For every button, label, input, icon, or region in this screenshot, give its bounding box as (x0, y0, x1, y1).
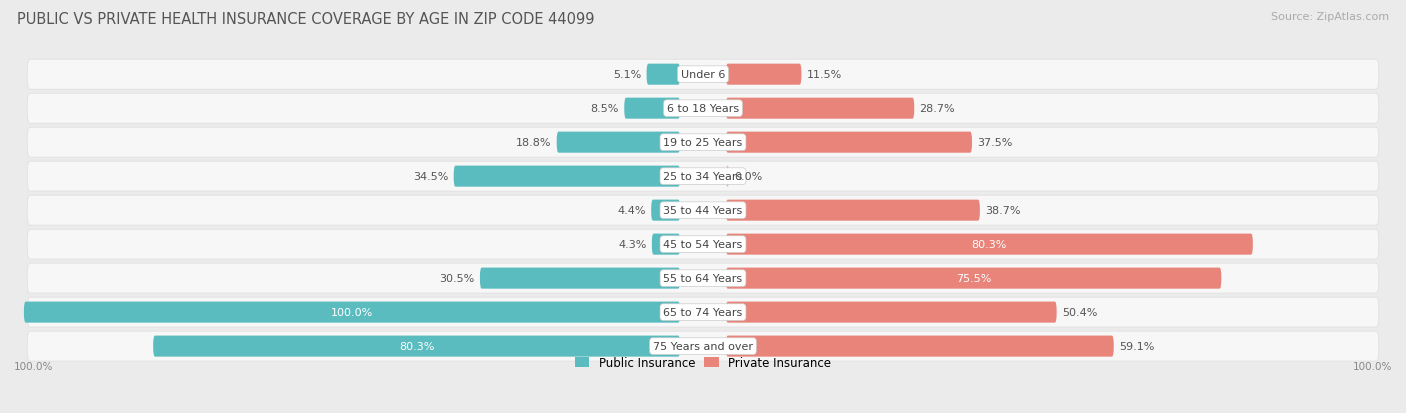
Text: 65 to 74 Years: 65 to 74 Years (664, 307, 742, 317)
FancyBboxPatch shape (725, 336, 1114, 357)
Text: 25 to 34 Years: 25 to 34 Years (664, 172, 742, 182)
FancyBboxPatch shape (27, 162, 1379, 192)
Text: 37.5%: 37.5% (977, 138, 1012, 148)
Text: 5.1%: 5.1% (613, 70, 641, 80)
FancyBboxPatch shape (27, 230, 1379, 259)
Text: 28.7%: 28.7% (920, 104, 955, 114)
Text: 55 to 64 Years: 55 to 64 Years (664, 273, 742, 283)
FancyBboxPatch shape (27, 128, 1379, 158)
Text: 0.0%: 0.0% (734, 172, 762, 182)
FancyBboxPatch shape (725, 64, 801, 85)
FancyBboxPatch shape (24, 302, 681, 323)
FancyBboxPatch shape (27, 297, 1379, 327)
Text: 34.5%: 34.5% (413, 172, 449, 182)
FancyBboxPatch shape (725, 98, 914, 119)
FancyBboxPatch shape (27, 60, 1379, 90)
Text: 4.4%: 4.4% (617, 206, 645, 216)
FancyBboxPatch shape (725, 166, 730, 187)
Text: PUBLIC VS PRIVATE HEALTH INSURANCE COVERAGE BY AGE IN ZIP CODE 44099: PUBLIC VS PRIVATE HEALTH INSURANCE COVER… (17, 12, 595, 27)
FancyBboxPatch shape (153, 336, 681, 357)
Text: 8.5%: 8.5% (591, 104, 619, 114)
FancyBboxPatch shape (652, 234, 681, 255)
Text: 30.5%: 30.5% (440, 273, 475, 283)
Text: 75 Years and over: 75 Years and over (652, 341, 754, 351)
FancyBboxPatch shape (725, 302, 1057, 323)
FancyBboxPatch shape (725, 200, 980, 221)
FancyBboxPatch shape (27, 331, 1379, 361)
Text: 100.0%: 100.0% (14, 361, 53, 371)
Text: 19 to 25 Years: 19 to 25 Years (664, 138, 742, 148)
Text: 11.5%: 11.5% (807, 70, 842, 80)
Text: 4.3%: 4.3% (619, 240, 647, 249)
Text: 50.4%: 50.4% (1062, 307, 1097, 317)
FancyBboxPatch shape (647, 64, 681, 85)
Text: 6 to 18 Years: 6 to 18 Years (666, 104, 740, 114)
Text: 80.3%: 80.3% (972, 240, 1007, 249)
Text: Under 6: Under 6 (681, 70, 725, 80)
Text: 59.1%: 59.1% (1119, 341, 1154, 351)
FancyBboxPatch shape (624, 98, 681, 119)
Text: 35 to 44 Years: 35 to 44 Years (664, 206, 742, 216)
FancyBboxPatch shape (557, 132, 681, 153)
FancyBboxPatch shape (27, 196, 1379, 225)
Text: 100.0%: 100.0% (330, 307, 373, 317)
FancyBboxPatch shape (27, 263, 1379, 293)
FancyBboxPatch shape (27, 94, 1379, 124)
FancyBboxPatch shape (454, 166, 681, 187)
FancyBboxPatch shape (479, 268, 681, 289)
FancyBboxPatch shape (651, 200, 681, 221)
Text: Source: ZipAtlas.com: Source: ZipAtlas.com (1271, 12, 1389, 22)
Legend: Public Insurance, Private Insurance: Public Insurance, Private Insurance (575, 356, 831, 369)
FancyBboxPatch shape (725, 132, 972, 153)
Text: 80.3%: 80.3% (399, 341, 434, 351)
Text: 100.0%: 100.0% (1353, 361, 1392, 371)
FancyBboxPatch shape (725, 234, 1253, 255)
Text: 38.7%: 38.7% (986, 206, 1021, 216)
FancyBboxPatch shape (725, 268, 1222, 289)
Text: 45 to 54 Years: 45 to 54 Years (664, 240, 742, 249)
Text: 75.5%: 75.5% (956, 273, 991, 283)
Text: 18.8%: 18.8% (516, 138, 551, 148)
